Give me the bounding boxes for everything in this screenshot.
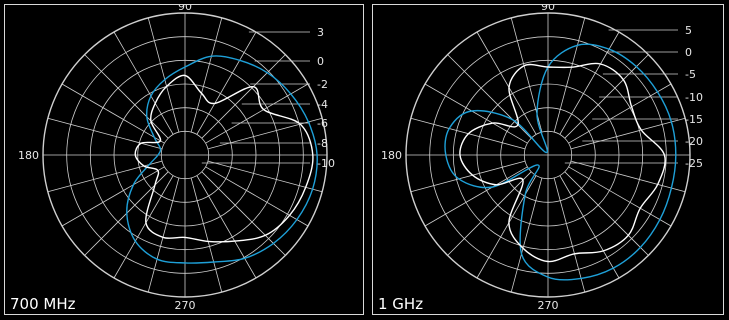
radial-tick-label: -4	[317, 98, 328, 111]
grid-spoke	[559, 175, 620, 279]
radial-tick-label: -8	[317, 137, 328, 150]
radial-tick-label: 5	[685, 24, 692, 37]
grid-spoke	[113, 175, 174, 279]
radial-tick-label: 3	[317, 26, 324, 39]
grid-spoke	[568, 166, 672, 227]
grid-spoke	[201, 171, 286, 256]
grid-spoke	[61, 83, 165, 144]
polar-chart-700mhz: 90 180 270 3 0 -2 -4 -6 -8 -10 700 MHz	[4, 4, 364, 315]
radial-tick-label: -2	[317, 78, 328, 91]
grid-spoke	[447, 54, 532, 139]
polar-plot-700mhz: 90 180 270 3 0 -2 -4 -6 -8 -10	[18, 5, 335, 312]
angle-tick-label: 270	[538, 299, 559, 312]
grid-spoke	[196, 175, 257, 279]
radial-tick-label: -5	[685, 68, 696, 81]
grid-spoke	[147, 177, 180, 293]
grid-spoke	[201, 54, 286, 139]
grid-spoke	[84, 54, 169, 139]
radial-tick-label: -20	[685, 135, 703, 148]
grid-spoke	[190, 17, 223, 133]
radial-tick-label: -10	[317, 157, 335, 170]
grid-spoke	[113, 31, 174, 135]
grid-spoke	[447, 171, 532, 256]
grid-spoke	[61, 166, 165, 227]
grid-spoke	[424, 166, 528, 227]
grid-spoke	[570, 160, 686, 193]
chart-caption-700mhz: 700 MHz	[10, 295, 76, 313]
series-line-white	[459, 62, 666, 263]
angle-tick-label: 90	[178, 5, 192, 13]
grid-spoke	[424, 83, 528, 144]
grid-spoke	[410, 160, 526, 193]
polar-plot-1ghz: 90 180 270 5 0 -5 -10 -15 -20 -25	[381, 5, 703, 312]
radial-tick-label: -15	[685, 113, 703, 126]
radial-tick-label: -10	[685, 91, 703, 104]
grid-spoke	[47, 160, 163, 193]
grid-spoke	[196, 31, 257, 135]
radial-tick-label: -6	[317, 117, 328, 130]
radial-tick-label: 0	[317, 55, 324, 68]
grid-spoke	[510, 177, 543, 293]
series-line-white	[134, 74, 314, 243]
grid-spoke	[205, 166, 309, 227]
grid-spoke	[564, 54, 649, 139]
grid-spoke	[553, 177, 586, 293]
series-line-blue	[444, 43, 677, 281]
radial-tick-label: -25	[685, 157, 703, 170]
polar-chart-1ghz: 90 180 270 5 0 -5 -10 -15 -20 -25 1 GHz	[372, 4, 724, 315]
angle-tick-label: 180	[18, 149, 39, 162]
chart-caption-1ghz: 1 GHz	[378, 295, 424, 313]
grid-spoke	[147, 17, 180, 133]
angle-tick-label: 180	[381, 149, 402, 162]
grid-spoke	[570, 117, 686, 150]
grid-spoke	[47, 117, 163, 150]
grid-spoke	[568, 83, 672, 144]
radial-tick-label: 0	[685, 46, 692, 59]
series-line-blue	[126, 55, 318, 264]
grid-spoke	[190, 177, 223, 293]
grid-spoke	[207, 160, 323, 193]
grid-spoke	[476, 31, 537, 135]
grid-spoke	[553, 17, 586, 133]
angle-tick-label: 270	[175, 299, 196, 312]
angle-tick-label: 90	[541, 5, 555, 13]
grid-spoke	[564, 171, 649, 256]
